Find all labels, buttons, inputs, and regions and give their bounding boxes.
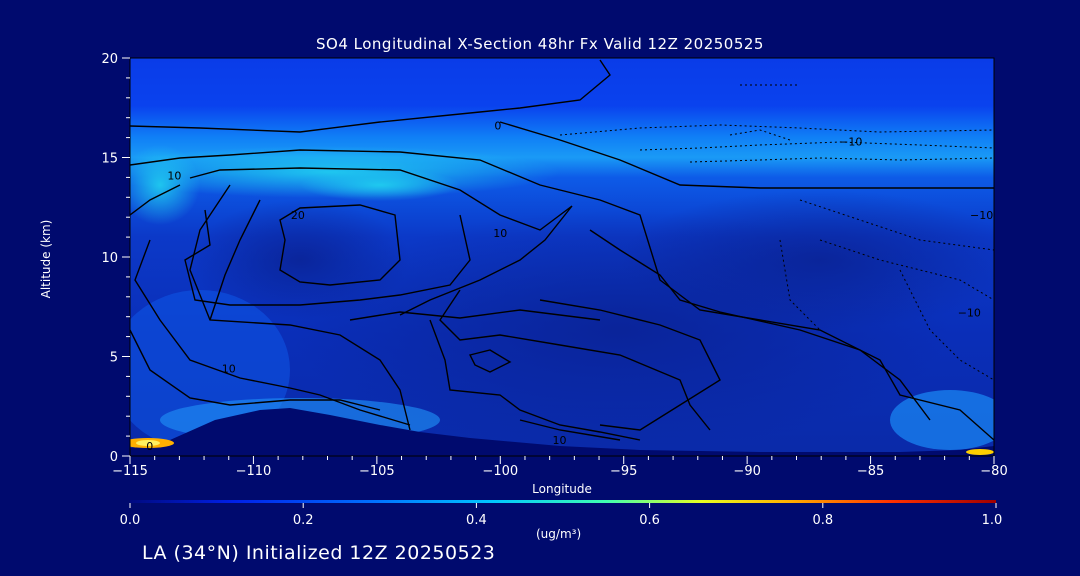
colorbar-tick-label: 0.4 bbox=[466, 513, 487, 528]
x-tick-label: −90 bbox=[733, 464, 760, 479]
x-axis-label: Longitude bbox=[532, 482, 592, 496]
y-tick-label: 15 bbox=[101, 152, 118, 167]
colorbar-tick-label: 0.8 bbox=[812, 513, 833, 528]
y-tick-label: 5 bbox=[110, 351, 118, 366]
contour-label: −10 bbox=[839, 136, 862, 149]
contour-label: −10 bbox=[958, 307, 981, 320]
colorbar-tick-label: 0.2 bbox=[293, 513, 314, 528]
x-tick-label: −95 bbox=[610, 464, 637, 479]
contour-label: 0 bbox=[494, 120, 501, 133]
contour-label: 20 bbox=[291, 209, 305, 222]
heatmap-field bbox=[130, 58, 994, 456]
negative-contours bbox=[559, 84, 994, 381]
terrain-shape bbox=[130, 408, 994, 456]
colorbar-tick-label: 1.0 bbox=[982, 513, 1003, 528]
colorbar-tick-label: 0.0 bbox=[120, 513, 141, 528]
contour-lines bbox=[130, 59, 994, 441]
y-axis-label: Altitude (km) bbox=[39, 219, 53, 299]
colorbar-ticks: 0.0 0.2 0.4 0.6 0.8 1.0 bbox=[120, 503, 1003, 528]
x-tick-label: −110 bbox=[236, 464, 272, 479]
y-tick-label: 20 bbox=[101, 52, 118, 67]
chart-title: SO4 Longitudinal X-Section 48hr Fx Valid… bbox=[316, 35, 764, 53]
colorbar bbox=[130, 500, 996, 503]
x-tick-label: −105 bbox=[359, 464, 395, 479]
contour-label: 10 bbox=[553, 434, 567, 447]
y-tick-label: 10 bbox=[101, 251, 118, 266]
colorbar-unit-label: (ug/m³) bbox=[536, 527, 582, 541]
x-tick-label: −115 bbox=[112, 464, 148, 479]
contour-label: 0 bbox=[146, 440, 153, 453]
x-tick-label: −100 bbox=[482, 464, 518, 479]
x-tick-label: −85 bbox=[857, 464, 884, 479]
contour-labels: 0 10 20 0 10 10 −10 −10 −10 10 bbox=[146, 120, 993, 453]
contour-label: 10 bbox=[493, 227, 507, 240]
x-tick-label: −80 bbox=[980, 464, 1007, 479]
colorbar-tick-label: 0.6 bbox=[639, 513, 660, 528]
contour-label: 10 bbox=[222, 362, 236, 375]
y-tick-label: 0 bbox=[110, 450, 118, 465]
contour-label: −10 bbox=[970, 209, 993, 222]
footer-caption: LA (34°N) Initialized 12Z 20250523 bbox=[142, 542, 496, 564]
contour-label: 10 bbox=[167, 169, 181, 182]
